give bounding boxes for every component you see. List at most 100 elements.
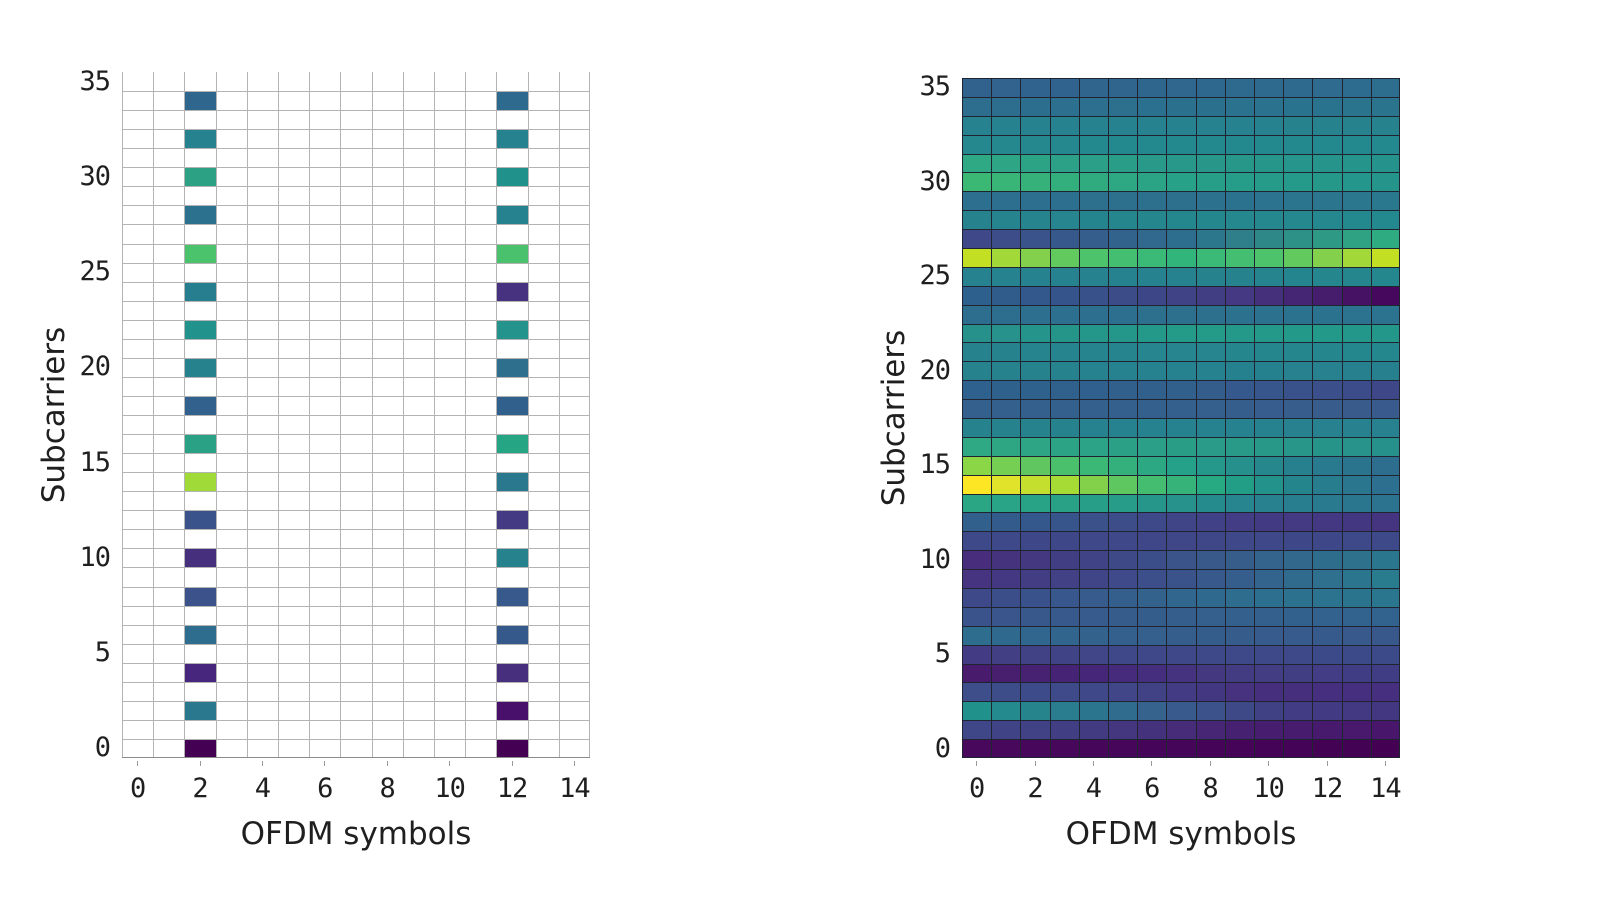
interpolated-heatmap-cell [991, 172, 1021, 192]
x-tick-label: 6 [1144, 773, 1160, 804]
interpolated-heatmap-cell [962, 323, 992, 343]
interpolated-heatmap-cell [1283, 153, 1313, 173]
interpolated-heatmap-cell [1341, 399, 1372, 419]
interpolated-heatmap-cell [991, 588, 1021, 608]
pilot-heatmap-cell [496, 510, 528, 530]
interpolated-heatmap-cell [1370, 739, 1401, 759]
interpolated-heatmap-cell [1224, 720, 1255, 740]
pilot-heatmap-cell [496, 281, 528, 301]
interpolated-heatmap-cell [991, 210, 1021, 230]
interpolated-heatmap-cell [1312, 323, 1343, 343]
interpolated-heatmap-cell [1370, 266, 1401, 287]
interpolated-heatmap-cell [1312, 493, 1343, 513]
grid-line-horizontal [962, 550, 1400, 552]
interpolated-heatmap-cell [1166, 739, 1197, 759]
interpolated-heatmap-cell [1020, 606, 1051, 627]
interpolated-heatmap-cell [1166, 304, 1197, 325]
y-tick-label: 5 [94, 637, 111, 669]
interpolated-heatmap-cell [1020, 210, 1051, 230]
interpolated-heatmap-cell [1195, 682, 1226, 702]
interpolated-heatmap-cell [1020, 285, 1051, 306]
interpolated-heatmap-cell [1224, 172, 1255, 192]
interpolated-heatmap-cell [991, 342, 1021, 362]
interpolated-heatmap-cell [1370, 399, 1401, 419]
interpolated-heatmap-cell [1049, 720, 1080, 740]
interpolated-heatmap-cell [1312, 455, 1343, 476]
interpolated-heatmap-cell [1254, 399, 1284, 419]
interpolated-heatmap-cell [1224, 134, 1255, 155]
interpolated-heatmap-cell [1049, 644, 1080, 665]
interpolated-heatmap-cell [1166, 644, 1197, 665]
x-tick-mark [1209, 761, 1211, 766]
interpolated-heatmap-cell [1224, 550, 1255, 570]
interpolated-heatmap-cell [1166, 380, 1197, 400]
interpolated-heatmap-cell [1195, 342, 1226, 362]
interpolated-heatmap-cell [1195, 663, 1226, 683]
interpolated-heatmap-cell [1254, 569, 1284, 589]
grid-line-horizontal [122, 281, 590, 283]
interpolated-heatmap-cell [1370, 210, 1401, 230]
interpolated-heatmap-cell [1166, 455, 1197, 476]
interpolated-heatmap-cell [962, 531, 992, 551]
pilot-heatmap-cell [496, 91, 528, 111]
y-tick-label: 25 [919, 260, 951, 292]
x-tick-mark [199, 761, 201, 766]
interpolated-heatmap-cell [1108, 588, 1138, 608]
interpolated-heatmap-cell [991, 115, 1021, 136]
interpolated-heatmap-cell [1049, 248, 1080, 268]
interpolated-heatmap-cell [1254, 588, 1284, 608]
interpolated-heatmap-cell [1078, 248, 1109, 268]
interpolated-heatmap-cell [1283, 644, 1313, 665]
interpolated-heatmap-cell [1224, 304, 1255, 325]
pilot-heatmap-cell [496, 357, 528, 377]
interpolated-heatmap-cell [1370, 701, 1401, 721]
interpolated-heatmap-cell [1166, 493, 1197, 513]
interpolated-heatmap-cell [991, 285, 1021, 306]
interpolated-heatmap-cell [1224, 266, 1255, 287]
interpolated-heatmap-cell [1370, 191, 1401, 211]
interpolated-heatmap-cell [1078, 134, 1109, 155]
grid-line-horizontal [962, 644, 1400, 646]
pilot-heatmap-cell [496, 624, 528, 644]
interpolated-heatmap-cell [1137, 153, 1167, 173]
pilot-heatmap-cell [184, 510, 216, 530]
interpolated-heatmap-cell [991, 720, 1021, 740]
interpolated-heatmap-cell [991, 436, 1021, 457]
interpolated-heatmap-cell [1254, 474, 1284, 495]
grid-line-horizontal [122, 186, 590, 188]
interpolated-heatmap-cell [1312, 229, 1343, 249]
interpolated-heatmap-cell [1078, 342, 1109, 362]
interpolated-heatmap-cell [1166, 172, 1197, 192]
interpolated-heatmap-cell [1370, 588, 1401, 608]
interpolated-heatmap-cell [1195, 248, 1226, 268]
interpolated-heatmap-cell [1166, 191, 1197, 211]
interpolated-heatmap-cell [991, 266, 1021, 287]
interpolated-heatmap-cell [1049, 153, 1080, 173]
interpolated-heatmap-cell [1254, 663, 1284, 683]
interpolated-heatmap-cell [1166, 720, 1197, 740]
interpolated-heatmap-cell [1312, 172, 1343, 192]
interpolated-heatmap-cell [1108, 323, 1138, 343]
interpolated-heatmap-cell [1283, 682, 1313, 702]
interpolated-heatmap-cell [1195, 625, 1226, 646]
pilot-heatmap-cell [496, 586, 528, 606]
interpolated-heatmap-cell [1166, 399, 1197, 419]
interpolated-heatmap-cell [1049, 266, 1080, 287]
interpolated-heatmap-cell [1137, 172, 1167, 192]
grid-line-horizontal [962, 663, 1400, 665]
interpolated-heatmap-cell [1049, 531, 1080, 551]
interpolated-heatmap-cell [1166, 361, 1197, 381]
interpolated-heatmap-cell [1370, 78, 1401, 98]
interpolated-heatmap-cell [1137, 569, 1167, 589]
interpolated-heatmap-cell [1049, 380, 1080, 400]
grid-line-horizontal [962, 757, 1400, 758]
interpolated-heatmap-cell [1078, 606, 1109, 627]
interpolated-heatmap-cell [1312, 588, 1343, 608]
interpolated-heatmap-cell [1224, 682, 1255, 702]
interpolated-heatmap-cell [1078, 172, 1109, 192]
interpolated-heatmap-cell [962, 172, 992, 192]
interpolated-heatmap-cell [1254, 248, 1284, 268]
interpolated-heatmap-cell [1137, 682, 1167, 702]
interpolated-heatmap-cell [1254, 606, 1284, 627]
interpolated-heatmap-cell [1078, 266, 1109, 287]
